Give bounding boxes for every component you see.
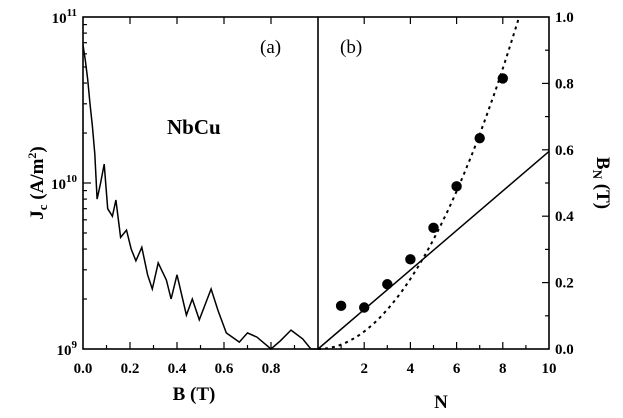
x-tick-label-a: 0.2 [121,361,140,377]
plot-frame [82,16,550,350]
y-tick-label-b: 0.4 [555,209,574,225]
y-tick-label-a: 1011 [52,7,77,27]
x-tick-label-a: 0.6 [215,361,234,377]
data-point [359,302,370,313]
x-tick-label-b: 10 [542,361,557,377]
data-point [474,132,485,144]
y-tick-label-b: 0.6 [555,143,574,159]
y-axis-title-b: BN (T) [590,157,613,209]
series-layer [82,16,550,350]
x-axis-title-b: N [434,392,448,413]
y-tick-label-b: 0.2 [555,276,574,292]
panel-b-label: (b) [340,37,362,58]
data-point [405,254,416,265]
data-point [428,222,439,234]
x-tick-label-b: 2 [360,361,368,377]
x-tick-label-a: 0.0 [74,361,93,377]
y-tick-label-a: 1010 [51,173,78,193]
data-point [451,181,462,192]
x-tick-label-b: 6 [453,361,461,377]
y-tick-label-b: 0.0 [555,342,574,358]
panel-a-label: (a) [260,37,281,58]
y-axis-title-a: Jc (A/m2) [25,146,50,220]
data-point [382,279,393,290]
y-tick-label-a: 109 [57,339,78,359]
x-tick-label-b: 4 [407,361,415,377]
linear-fit-line [317,150,550,350]
x-axis-title-a: B (T) [173,384,216,405]
data-point [335,300,347,312]
x-tick-label-a: 0.4 [168,361,187,377]
y-tick-label-b: 1.0 [555,10,574,26]
x-tick-label-b: 8 [499,361,507,377]
data-point [497,73,508,84]
y-tick-label-b: 0.8 [555,76,574,92]
x-tick-label-a: 0.8 [262,361,281,377]
ticks-layer [83,17,549,349]
jc-curve [82,44,318,350]
nbcu-annotation: NbCu [167,115,221,139]
labels-layer: 0.0 0.2 0.4 0.6 0.8 109 1010 1011 2 4 6 8 10 0.0 0.2 0.… [51,7,574,377]
quadratic-fit-curve [318,16,521,350]
